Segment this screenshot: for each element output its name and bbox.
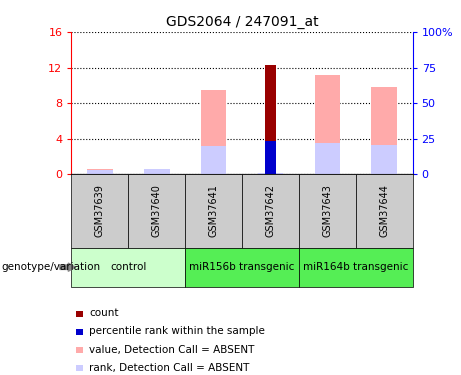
Bar xyxy=(87,170,112,174)
Bar xyxy=(87,170,112,174)
Bar xyxy=(144,169,170,174)
Text: GSM37643: GSM37643 xyxy=(322,184,332,237)
Text: GSM37641: GSM37641 xyxy=(208,184,219,237)
Bar xyxy=(314,143,340,174)
Text: rank, Detection Call = ABSENT: rank, Detection Call = ABSENT xyxy=(89,363,249,372)
Bar xyxy=(372,145,397,174)
Bar xyxy=(258,172,283,174)
Text: count: count xyxy=(89,309,118,318)
Text: value, Detection Call = ABSENT: value, Detection Call = ABSENT xyxy=(89,345,254,354)
Bar xyxy=(314,75,340,174)
Bar xyxy=(201,146,226,174)
Text: percentile rank within the sample: percentile rank within the sample xyxy=(89,327,265,336)
Text: GSM37639: GSM37639 xyxy=(95,184,105,237)
Bar xyxy=(201,90,226,174)
Bar xyxy=(266,65,276,174)
Bar xyxy=(266,141,276,174)
Text: miR164b transgenic: miR164b transgenic xyxy=(303,262,408,272)
Text: miR156b transgenic: miR156b transgenic xyxy=(189,262,295,272)
Text: GSM37642: GSM37642 xyxy=(266,184,276,237)
Bar xyxy=(144,170,170,174)
Text: control: control xyxy=(110,262,147,272)
Text: genotype/variation: genotype/variation xyxy=(1,262,100,272)
Bar xyxy=(258,172,283,174)
Text: GSM37640: GSM37640 xyxy=(152,184,162,237)
Text: GSM37644: GSM37644 xyxy=(379,184,389,237)
Title: GDS2064 / 247091_at: GDS2064 / 247091_at xyxy=(165,15,319,30)
Bar xyxy=(372,87,397,174)
